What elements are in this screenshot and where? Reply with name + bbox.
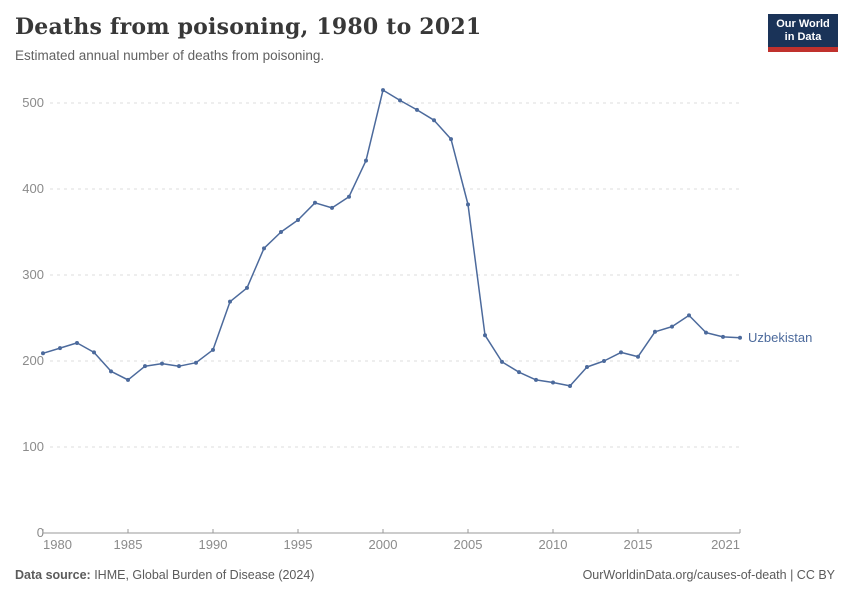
data-point — [126, 377, 130, 382]
data-point — [313, 200, 317, 205]
data-point — [296, 217, 300, 222]
data-point — [500, 359, 504, 364]
data-point — [330, 205, 334, 210]
data-source-label: Data source: — [15, 568, 91, 582]
data-point — [58, 346, 62, 351]
data-point — [653, 329, 657, 334]
data-point — [415, 107, 419, 112]
data-point — [279, 230, 283, 234]
data-point — [517, 370, 521, 375]
data-point — [738, 335, 742, 340]
owid-logo-line2: in Data — [784, 31, 822, 43]
data-point — [347, 194, 351, 199]
data-point — [364, 158, 368, 163]
data-point — [160, 361, 164, 366]
data-point — [568, 383, 572, 388]
y-tick-label: 100 — [22, 439, 44, 454]
series-end-label: Uzbekistan — [748, 330, 812, 345]
data-point — [449, 137, 453, 142]
chart-subtitle: Estimated annual number of deaths from p… — [15, 48, 325, 63]
x-tick-label: 2010 — [539, 537, 568, 552]
data-point — [432, 118, 436, 123]
data-point — [211, 347, 215, 352]
data-point — [636, 354, 640, 359]
data-point — [245, 285, 249, 290]
data-point — [534, 377, 538, 382]
data-point — [75, 340, 79, 345]
x-tick-label: 1995 — [284, 537, 313, 552]
data-point — [109, 369, 113, 374]
y-tick-label: 500 — [22, 95, 44, 110]
data-point — [41, 351, 45, 356]
y-tick-label: 300 — [22, 267, 44, 282]
data-point — [687, 313, 691, 318]
owid-logo-line1: Our World — [776, 18, 830, 30]
x-tick-label: 2000 — [369, 537, 398, 552]
y-tick-label: 200 — [22, 353, 44, 368]
line-series-uzbekistan — [42, 89, 741, 387]
x-tick-label: 1985 — [114, 537, 143, 552]
credit-link[interactable]: OurWorldinData.org/causes-of-death | CC … — [582, 568, 835, 582]
data-point — [602, 359, 606, 363]
x-tick-label: 2015 — [624, 537, 653, 552]
data-point — [228, 299, 232, 304]
data-point — [721, 334, 725, 339]
chart-footer: Data source: IHME, Global Burden of Dise… — [15, 568, 835, 582]
data-point — [177, 364, 181, 369]
y-tick-label: 400 — [22, 181, 44, 196]
owid-logo-text: Our World in Data — [768, 14, 838, 47]
data-point — [619, 350, 623, 355]
data-point — [704, 330, 708, 335]
owid-logo[interactable]: Our World in Data — [768, 14, 838, 52]
owid-logo-redbar — [768, 47, 838, 52]
data-point — [398, 98, 402, 103]
data-point — [381, 88, 385, 93]
data-point — [670, 324, 674, 329]
data-point — [92, 350, 96, 355]
data-point — [585, 365, 589, 370]
data-point — [262, 246, 266, 251]
x-tick-label: 1980 — [43, 537, 72, 552]
x-tick-label: 2005 — [454, 537, 483, 552]
x-tick-label: 1990 — [199, 537, 228, 552]
data-point — [466, 202, 470, 207]
data-point — [194, 360, 198, 365]
data-point — [143, 364, 147, 369]
data-point — [551, 380, 555, 385]
y-tick-label: 0 — [37, 525, 44, 540]
chart-title: Deaths from poisoning, 1980 to 2021 — [15, 14, 482, 40]
data-source-text: IHME, Global Burden of Disease (2024) — [90, 568, 315, 582]
data-point — [483, 333, 487, 338]
x-tick-label: 2021 — [711, 537, 740, 552]
data-source: Data source: IHME, Global Burden of Dise… — [15, 568, 314, 582]
